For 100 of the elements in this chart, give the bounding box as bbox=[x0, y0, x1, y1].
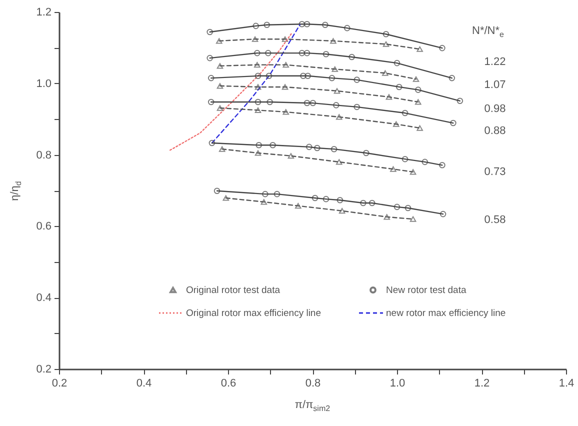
point bbox=[260, 199, 268, 205]
point bbox=[384, 214, 390, 220]
point bbox=[360, 200, 366, 206]
point bbox=[328, 74, 336, 82]
point bbox=[322, 196, 330, 202]
point bbox=[294, 203, 302, 209]
point bbox=[332, 66, 338, 72]
annotation: 0.88 bbox=[484, 125, 506, 137]
point bbox=[216, 83, 224, 89]
legend-label: New rotor test data bbox=[386, 285, 467, 296]
point bbox=[414, 99, 422, 105]
legend-label: Original rotor max efficiency line bbox=[186, 308, 321, 319]
point bbox=[254, 150, 262, 156]
point bbox=[322, 22, 328, 28]
point bbox=[394, 60, 400, 66]
point bbox=[416, 46, 423, 52]
point bbox=[416, 125, 423, 131]
point bbox=[348, 54, 355, 60]
point bbox=[282, 109, 290, 115]
point bbox=[266, 72, 272, 80]
legend-label: Original rotor test data bbox=[186, 285, 281, 296]
point bbox=[336, 114, 342, 120]
point bbox=[254, 62, 260, 68]
point bbox=[312, 194, 318, 202]
x-tick-label: 0.8 bbox=[305, 378, 321, 390]
y-tick-label: 0.6 bbox=[36, 220, 52, 233]
point bbox=[222, 195, 230, 201]
point bbox=[393, 121, 400, 127]
point bbox=[262, 190, 268, 198]
point bbox=[216, 38, 222, 44]
point bbox=[306, 144, 312, 150]
legend-label: new rotor max efficiency line bbox=[386, 308, 506, 319]
point bbox=[300, 72, 306, 80]
point bbox=[304, 72, 311, 80]
point bbox=[314, 144, 320, 152]
y-tick-label: 1.2 bbox=[36, 6, 52, 18]
annotation: 1.22 bbox=[484, 56, 506, 68]
point bbox=[334, 88, 340, 94]
point bbox=[298, 50, 306, 56]
point bbox=[254, 98, 262, 106]
x-tick-label: 1.4 bbox=[558, 378, 574, 390]
x-axis-title: π/π$_{sim2}$ bbox=[294, 398, 330, 414]
point bbox=[396, 84, 402, 90]
point bbox=[298, 20, 306, 28]
point bbox=[354, 76, 360, 83]
point bbox=[394, 204, 400, 210]
point bbox=[282, 62, 290, 68]
point bbox=[264, 22, 270, 28]
point bbox=[363, 150, 370, 156]
point bbox=[336, 159, 342, 165]
annotation: 0.58 bbox=[484, 214, 506, 226]
point bbox=[270, 142, 276, 148]
point bbox=[264, 50, 272, 56]
point bbox=[368, 200, 376, 206]
y-tick-label: 0.2 bbox=[36, 364, 52, 376]
point bbox=[304, 50, 310, 56]
point bbox=[410, 216, 416, 222]
point bbox=[382, 41, 390, 47]
point bbox=[254, 84, 262, 90]
point bbox=[336, 197, 344, 204]
point bbox=[216, 105, 224, 111]
point bbox=[414, 86, 422, 93]
x-tick-label: 1.0 bbox=[390, 378, 406, 390]
point bbox=[330, 38, 336, 44]
point bbox=[282, 36, 288, 42]
annotation: 1.07 bbox=[484, 79, 506, 91]
point bbox=[402, 156, 408, 162]
point bbox=[310, 100, 316, 106]
point bbox=[330, 146, 338, 152]
point bbox=[266, 98, 273, 106]
point bbox=[252, 36, 258, 42]
y-tick-label: 0.4 bbox=[36, 292, 52, 304]
point bbox=[256, 142, 262, 148]
x-tick-label: 1.2 bbox=[474, 378, 490, 390]
y-tick-label: 1.0 bbox=[36, 78, 52, 90]
point bbox=[304, 100, 310, 106]
point bbox=[254, 107, 262, 113]
point bbox=[254, 50, 260, 56]
y-tick-label: 0.8 bbox=[36, 149, 52, 162]
point bbox=[274, 190, 280, 198]
point bbox=[338, 208, 346, 214]
point bbox=[218, 146, 226, 152]
point bbox=[322, 50, 330, 58]
annotation: 0.73 bbox=[484, 166, 506, 178]
point bbox=[404, 204, 412, 212]
point bbox=[382, 30, 390, 38]
point bbox=[344, 24, 350, 32]
point bbox=[254, 72, 262, 80]
point bbox=[288, 153, 294, 159]
annotation: N*/N*$_{e}$ bbox=[472, 24, 504, 40]
point bbox=[304, 20, 310, 28]
point bbox=[216, 63, 224, 69]
point bbox=[412, 76, 420, 82]
point bbox=[382, 70, 388, 76]
point bbox=[422, 158, 428, 166]
point bbox=[390, 166, 396, 172]
point bbox=[410, 169, 416, 175]
annotation: 0.98 bbox=[484, 103, 506, 115]
x-tick-label: 0.4 bbox=[136, 378, 152, 390]
line-series bbox=[211, 24, 300, 144]
